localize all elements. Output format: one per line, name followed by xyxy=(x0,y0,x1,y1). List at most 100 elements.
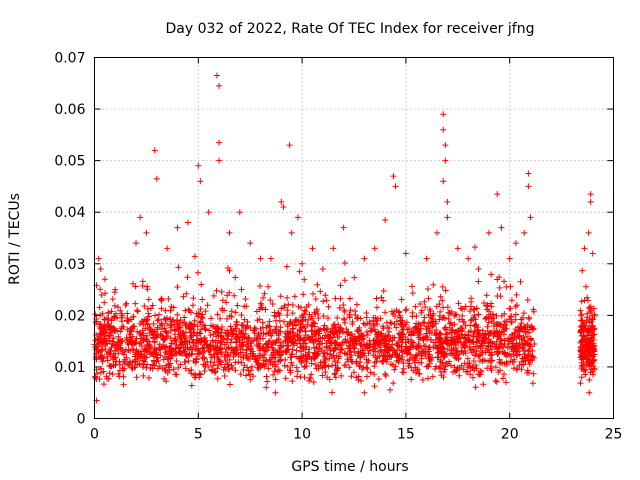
data-point xyxy=(143,332,150,339)
data-point xyxy=(341,260,348,267)
data-point xyxy=(581,346,588,353)
data-point xyxy=(266,337,273,344)
data-point xyxy=(307,336,314,343)
data-point xyxy=(224,264,231,271)
data-point xyxy=(276,348,283,355)
data-point xyxy=(129,359,136,366)
data-point xyxy=(465,255,472,262)
data-point xyxy=(418,309,425,316)
data-point xyxy=(470,374,477,381)
data-point xyxy=(284,363,291,370)
data-point xyxy=(466,337,473,344)
data-point xyxy=(147,325,154,332)
data-point xyxy=(311,337,318,344)
data-point xyxy=(218,338,225,345)
data-point xyxy=(492,344,499,351)
data-point xyxy=(298,318,305,325)
data-point xyxy=(430,281,437,288)
x-tick-label: 15 xyxy=(397,427,415,443)
data-point xyxy=(585,325,592,332)
data-point xyxy=(341,307,348,314)
data-point xyxy=(241,316,248,323)
data-point xyxy=(461,343,468,350)
data-point xyxy=(322,362,329,369)
data-point xyxy=(503,379,510,386)
data-point xyxy=(129,333,136,340)
data-point xyxy=(355,373,362,380)
data-point xyxy=(223,315,230,322)
data-point xyxy=(378,294,385,301)
data-point xyxy=(432,342,439,349)
data-point xyxy=(448,327,455,334)
data-point xyxy=(132,300,139,307)
data-point xyxy=(256,283,263,290)
data-point xyxy=(111,313,118,320)
data-point xyxy=(454,348,461,355)
data-point xyxy=(259,352,266,359)
y-tick-label: 0.03 xyxy=(54,257,85,273)
data-point xyxy=(589,250,596,257)
data-point xyxy=(317,359,324,366)
data-point xyxy=(494,191,501,198)
data-point xyxy=(238,359,245,366)
data-point xyxy=(161,344,168,351)
data-point xyxy=(347,307,354,314)
data-point xyxy=(240,322,247,329)
data-point xyxy=(422,303,429,310)
data-point xyxy=(330,334,337,341)
data-point xyxy=(439,283,446,290)
data-point xyxy=(508,313,515,320)
data-point xyxy=(400,365,407,372)
data-point xyxy=(205,209,212,216)
data-point xyxy=(330,245,337,252)
data-point xyxy=(496,331,503,338)
data-point xyxy=(525,314,532,321)
data-point xyxy=(585,337,592,344)
data-point xyxy=(320,313,327,320)
data-point xyxy=(468,316,475,323)
data-point xyxy=(294,373,301,380)
data-point xyxy=(475,345,482,352)
data-point xyxy=(311,344,318,351)
data-point xyxy=(479,356,486,363)
data-point xyxy=(321,354,328,361)
data-point xyxy=(325,303,332,310)
data-point xyxy=(487,352,494,359)
data-point xyxy=(232,351,239,358)
data-point xyxy=(143,336,150,343)
data-point xyxy=(113,341,120,348)
data-point xyxy=(426,344,433,351)
data-point xyxy=(199,345,206,352)
data-point xyxy=(207,332,214,339)
y-axis-title: ROTI / TECUs xyxy=(7,193,23,285)
data-point xyxy=(110,324,117,331)
data-point xyxy=(198,314,205,321)
data-point xyxy=(99,358,106,365)
data-point xyxy=(245,367,252,374)
data-point xyxy=(516,328,523,335)
data-point xyxy=(173,317,180,324)
data-point xyxy=(337,282,344,289)
data-point xyxy=(530,308,537,315)
data-point xyxy=(462,350,469,357)
data-point xyxy=(577,323,584,330)
data-point xyxy=(163,320,170,327)
data-point xyxy=(248,363,255,370)
data-point xyxy=(156,345,163,352)
data-point xyxy=(423,323,430,330)
data-point xyxy=(245,335,252,342)
data-point xyxy=(124,317,131,324)
data-point xyxy=(438,362,445,369)
data-point xyxy=(312,329,319,336)
data-point xyxy=(332,328,339,335)
data-point xyxy=(105,309,112,316)
data-point xyxy=(491,330,498,337)
data-point xyxy=(211,369,218,376)
data-point xyxy=(301,324,308,331)
data-point xyxy=(438,372,445,379)
data-point xyxy=(583,317,590,324)
data-point xyxy=(271,358,278,365)
data-point xyxy=(98,291,105,298)
data-point xyxy=(101,299,108,306)
data-point xyxy=(485,319,492,326)
